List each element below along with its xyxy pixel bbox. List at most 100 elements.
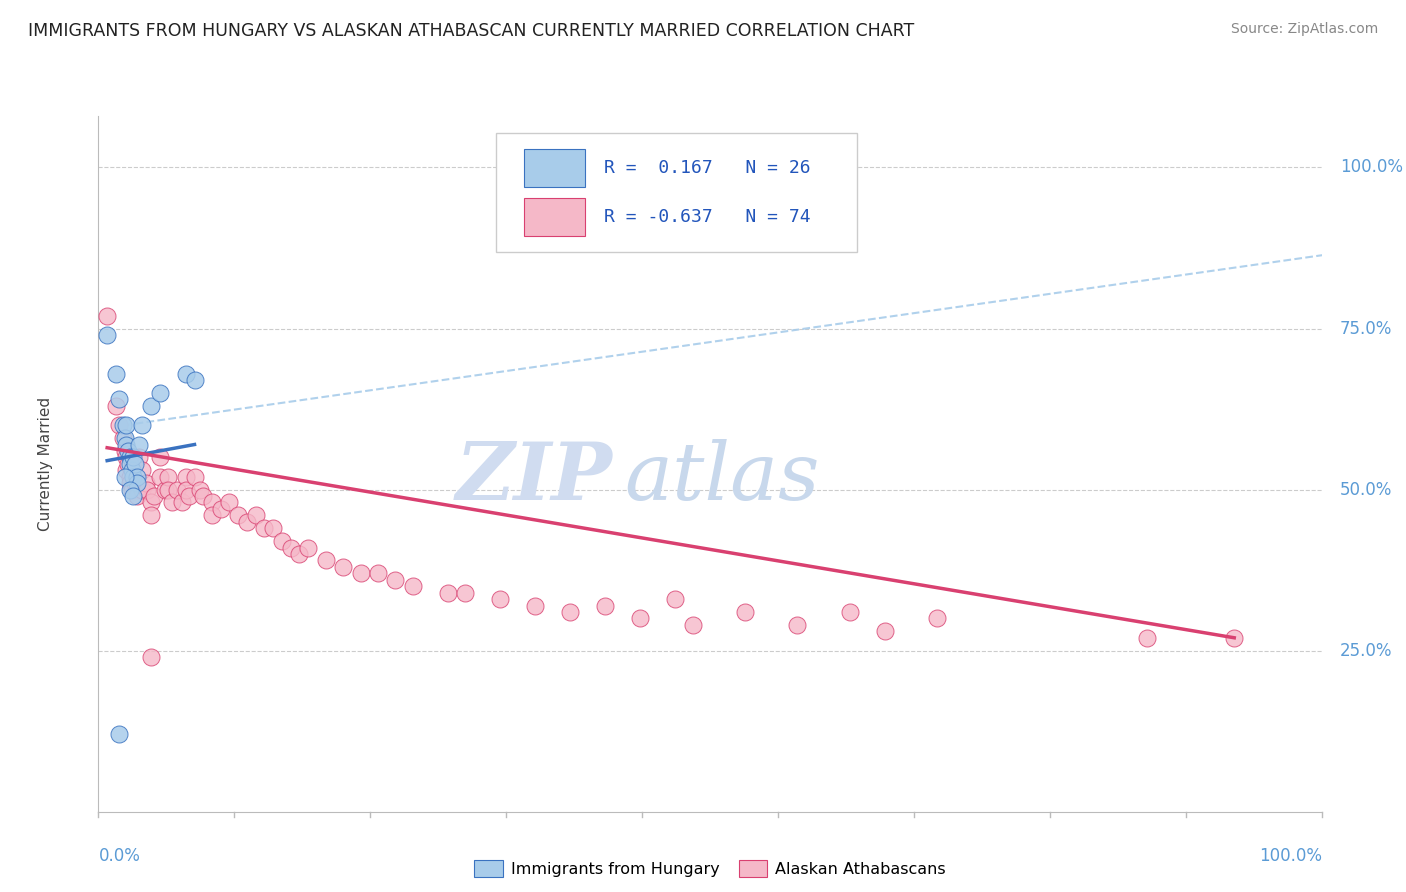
Point: [245, 508, 267, 523]
Text: 25.0%: 25.0%: [1340, 641, 1392, 660]
Point: [402, 579, 425, 593]
Point: [174, 483, 197, 497]
Point: [136, 483, 159, 497]
Point: [157, 483, 180, 497]
Point: [786, 618, 808, 632]
Point: [297, 541, 319, 555]
Point: [122, 469, 145, 483]
Point: [384, 573, 406, 587]
Point: [838, 605, 860, 619]
Point: [122, 469, 145, 483]
Point: [193, 489, 215, 503]
Point: [122, 489, 145, 503]
Point: [149, 450, 172, 465]
Point: [367, 566, 389, 581]
Point: [139, 650, 162, 665]
Point: [122, 450, 145, 465]
FancyBboxPatch shape: [524, 149, 585, 187]
Point: [114, 444, 136, 458]
Point: [201, 495, 224, 509]
Point: [121, 483, 143, 497]
Point: [664, 592, 686, 607]
Point: [262, 521, 284, 535]
Text: 100.0%: 100.0%: [1340, 159, 1403, 177]
Point: [104, 367, 127, 381]
Point: [149, 469, 172, 483]
Point: [114, 431, 136, 445]
Point: [201, 508, 224, 523]
Text: 100.0%: 100.0%: [1258, 847, 1322, 865]
FancyBboxPatch shape: [496, 134, 856, 252]
Point: [128, 450, 150, 465]
Point: [927, 611, 949, 625]
Point: [124, 457, 146, 471]
Point: [226, 508, 249, 523]
Point: [135, 476, 157, 491]
Point: [131, 418, 153, 433]
Point: [489, 592, 512, 607]
Point: [157, 469, 180, 483]
Point: [115, 450, 138, 465]
Point: [111, 431, 134, 445]
Point: [104, 399, 127, 413]
Point: [149, 386, 172, 401]
Point: [166, 483, 188, 497]
Point: [118, 450, 141, 465]
Text: 50.0%: 50.0%: [1340, 481, 1392, 499]
Point: [209, 502, 232, 516]
Point: [125, 483, 148, 497]
Point: [139, 399, 162, 413]
Text: Currently Married: Currently Married: [38, 397, 53, 531]
Point: [139, 508, 162, 523]
Point: [873, 624, 896, 639]
Point: [139, 495, 162, 509]
Point: [117, 457, 139, 471]
Point: [524, 599, 547, 613]
Point: [560, 605, 582, 619]
Point: [1223, 631, 1246, 645]
Point: [253, 521, 276, 535]
Point: [125, 489, 148, 503]
Point: [108, 418, 131, 433]
Point: [108, 727, 131, 741]
Point: [117, 444, 139, 458]
Point: [183, 469, 205, 483]
Point: [108, 392, 131, 407]
Point: [349, 566, 371, 581]
Point: [315, 553, 337, 567]
Point: [280, 541, 302, 555]
Point: [118, 476, 141, 491]
Point: [131, 463, 153, 477]
Text: 0.0%: 0.0%: [98, 847, 141, 865]
Point: [143, 489, 166, 503]
Point: [188, 483, 211, 497]
Point: [437, 585, 460, 599]
Text: R =  0.167   N = 26: R = 0.167 N = 26: [603, 159, 810, 178]
Point: [122, 457, 145, 471]
Point: [174, 469, 197, 483]
Point: [236, 515, 259, 529]
Point: [121, 463, 143, 477]
Point: [218, 495, 240, 509]
Point: [628, 611, 651, 625]
Point: [131, 483, 153, 497]
Point: [332, 560, 354, 574]
FancyBboxPatch shape: [524, 198, 585, 235]
Point: [96, 328, 118, 343]
Point: [160, 495, 183, 509]
Point: [172, 495, 194, 509]
Point: [118, 457, 141, 471]
Point: [183, 373, 205, 387]
Point: [270, 534, 294, 549]
Point: [111, 418, 134, 433]
Text: Source: ZipAtlas.com: Source: ZipAtlas.com: [1230, 22, 1378, 37]
Point: [125, 469, 148, 483]
Point: [96, 309, 118, 323]
Point: [179, 489, 201, 503]
Text: atlas: atlas: [624, 439, 820, 516]
Point: [125, 476, 148, 491]
Point: [128, 437, 150, 451]
Legend: Immigrants from Hungary, Alaskan Athabascans: Immigrants from Hungary, Alaskan Athabas…: [468, 854, 952, 884]
Text: 75.0%: 75.0%: [1340, 319, 1392, 337]
Point: [454, 585, 477, 599]
